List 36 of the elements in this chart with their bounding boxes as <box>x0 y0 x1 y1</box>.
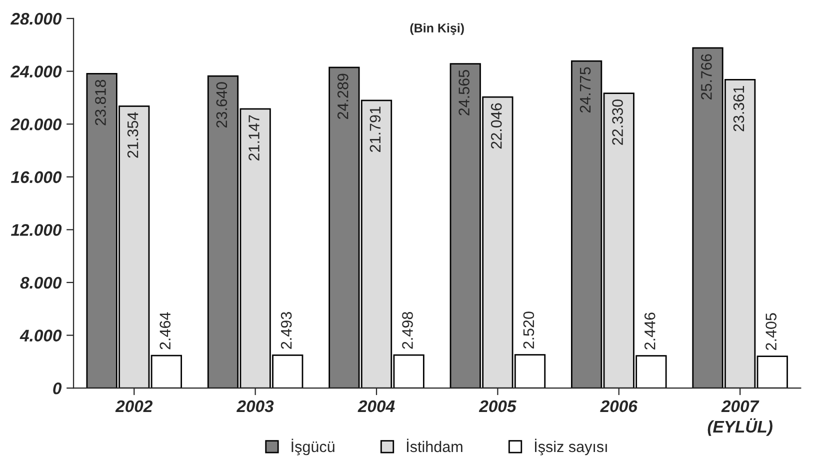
legend-label: İstihdam <box>407 438 462 452</box>
x-tick-label: 2006 <box>600 400 638 412</box>
y-tick-label: 24.000 <box>10 66 62 78</box>
data-label: 2.464 <box>160 312 171 350</box>
chart-title: (Bin Kişi) <box>410 23 464 35</box>
data-label: 21.354 <box>127 112 138 158</box>
data-label: 21.791 <box>370 106 381 152</box>
data-label: 23.361 <box>733 86 744 132</box>
data-label: 2.405 <box>766 313 776 350</box>
data-label: 24.565 <box>458 70 470 116</box>
y-tick-label: 8.000 <box>20 276 62 289</box>
y-tick-label: 20.000 <box>10 118 62 130</box>
data-label: 25.766 <box>701 54 712 100</box>
data-label: 23.818 <box>95 80 106 126</box>
data-label: 2.498 <box>402 312 413 349</box>
legend-label: İşgücü <box>292 438 334 456</box>
data-label: 22.330 <box>612 99 623 145</box>
x-tick-label: 2004 <box>358 400 395 412</box>
y-tick-label: 28.000 <box>10 12 62 25</box>
data-label: 2.446 <box>644 312 656 350</box>
data-label: 24.289 <box>337 74 348 119</box>
data-label: 23.640 <box>216 82 228 128</box>
x-tick-label: 2007 (EYLÜL) <box>708 400 772 436</box>
legend-label: İşsiz sayısı <box>535 438 607 456</box>
y-tick-label: 4.000 <box>20 330 62 342</box>
x-tick-label: 2005 <box>478 400 516 412</box>
data-label: 2.493 <box>280 312 292 349</box>
y-tick-label: 0 <box>53 382 62 394</box>
y-tick-label: 16.000 <box>11 171 62 184</box>
data-label: 24.775 <box>580 67 591 113</box>
x-tick-label: 2003 <box>236 400 274 412</box>
data-label: 22.046 <box>490 103 502 149</box>
y-tick-label: 12.000 <box>11 224 62 236</box>
data-label: 21.147 <box>248 115 260 160</box>
data-label: 2.520 <box>523 312 534 348</box>
x-tick-label: 2002 <box>115 400 152 412</box>
